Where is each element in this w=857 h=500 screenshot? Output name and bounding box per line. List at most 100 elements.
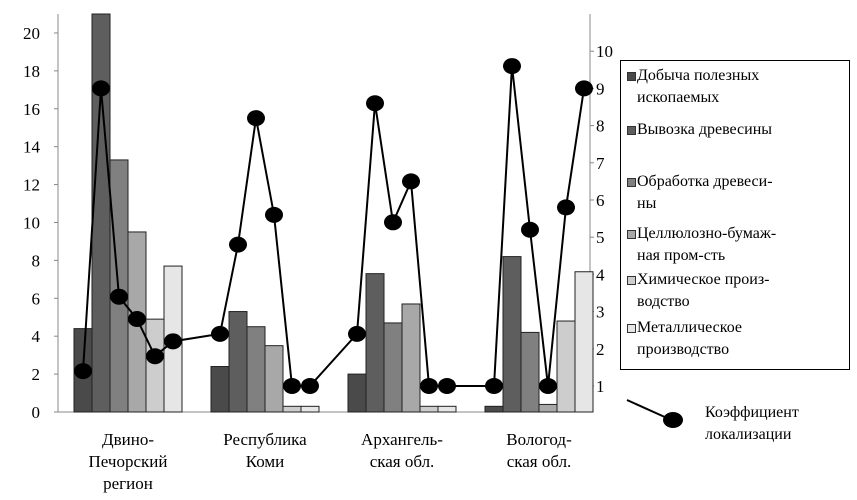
legend-item-pulp-paper: Целлюлозно-бумаж- ная пром-сть xyxy=(627,223,849,267)
bar xyxy=(264,345,284,413)
coefficient-point xyxy=(283,377,301,394)
legend-label-chemical-line1: Химическое произ- xyxy=(637,271,770,288)
x-tick-label: ская обл. xyxy=(507,452,572,471)
y-tick-left-label: 6 xyxy=(32,289,41,308)
y-tick-left-label: 12 xyxy=(23,176,40,195)
y-tick-right-label: 2 xyxy=(596,340,605,359)
legend-label-pulp-paper-line1: Целлюлозно-бумаж- xyxy=(637,225,777,242)
bar xyxy=(246,326,266,413)
y-tick-left-label: 0 xyxy=(32,403,41,422)
legend-item-wood-processing: Обработка древеси- ны xyxy=(627,171,849,215)
legend-label-pulp-paper-line2: ная пром-сть xyxy=(637,247,726,264)
y-tick-right-label: 5 xyxy=(596,228,605,247)
y-tick-left-label: 18 xyxy=(23,62,40,81)
legend-label-wood-processing-line1: Обработка древеси- xyxy=(637,173,773,190)
coefficient-point xyxy=(384,214,402,231)
bar xyxy=(282,405,302,413)
y-tick-left-label: 20 xyxy=(23,24,40,43)
x-tick-label: Архангель- xyxy=(361,430,443,449)
bar xyxy=(437,405,457,413)
y-tick-right-label: 7 xyxy=(596,154,605,173)
coefficient-point xyxy=(146,348,164,365)
legend-swatch-wood-processing xyxy=(627,178,636,187)
bar xyxy=(145,318,165,413)
x-tick-label: Республика xyxy=(223,430,307,449)
coefficient-point xyxy=(348,325,366,342)
x-tick-label: Двино- xyxy=(102,430,154,449)
legend-label-chemical-line2: водство xyxy=(637,293,690,310)
y-tick-left-label: 2 xyxy=(32,365,41,384)
bar xyxy=(484,405,504,413)
x-tick-label: Печорский xyxy=(89,452,168,471)
line-legend: Коэффициент локализации xyxy=(625,398,855,458)
bar xyxy=(228,311,248,413)
coefficient-point xyxy=(557,199,575,216)
line-legend-dot xyxy=(663,412,683,428)
coefficient-point xyxy=(521,221,539,238)
y-tick-left-label: 14 xyxy=(23,138,41,157)
y-tick-left-label: 4 xyxy=(32,327,41,346)
y-tick-right-label: 9 xyxy=(596,79,605,98)
coefficient-point xyxy=(402,173,420,190)
y-tick-left-label: 8 xyxy=(32,251,41,270)
legend-label-metal-line1: Металлическое xyxy=(637,319,742,336)
legend-swatch-pulp-paper xyxy=(627,230,636,239)
coefficient-point xyxy=(575,80,593,97)
coefficient-point xyxy=(503,58,521,75)
bar xyxy=(365,273,385,413)
legend-label-mining-line2: ископаемых xyxy=(637,89,720,106)
line-legend-label-line2: локализации xyxy=(705,426,792,443)
coefficient-point xyxy=(420,377,438,394)
coefficient-point xyxy=(211,325,229,342)
legend-item-timber-removal: Вывозка древесины xyxy=(627,119,849,141)
bar xyxy=(538,403,558,413)
coefficient-point xyxy=(539,377,557,394)
bar xyxy=(574,271,594,413)
coefficient-point xyxy=(92,80,110,97)
coefficient-point xyxy=(366,95,384,112)
legend-swatch-timber-removal xyxy=(627,126,636,135)
line-legend-label: Коэффициент локализации xyxy=(705,402,855,446)
bar xyxy=(300,405,320,413)
coefficient-point xyxy=(74,363,92,380)
bar xyxy=(419,405,439,413)
y-tick-right-label: 10 xyxy=(596,42,613,61)
coefficient-point xyxy=(265,206,283,223)
x-tick-label: ская обл. xyxy=(370,452,435,471)
coefficient-point xyxy=(128,311,146,328)
legend-label-wood-processing-line2: ны xyxy=(637,195,657,212)
coefficient-point xyxy=(164,333,182,350)
line-legend-label-line1: Коэффициент xyxy=(705,404,799,421)
x-tick-label: регион xyxy=(103,474,153,493)
y-tick-right-label: 4 xyxy=(596,265,605,284)
bar xyxy=(210,366,230,413)
legend-item-chemical: Химическое произ- водство xyxy=(627,269,849,313)
coefficient-point xyxy=(438,377,456,394)
y-tick-right-label: 6 xyxy=(596,191,605,210)
legend-item-metal: Металлическое производство xyxy=(627,317,849,361)
bar xyxy=(556,320,576,413)
legend-swatch-metal xyxy=(627,324,636,333)
x-tick-label: Вологод- xyxy=(506,430,572,449)
y-tick-left-label: 10 xyxy=(23,213,40,232)
bar xyxy=(347,373,367,413)
coefficient-point xyxy=(301,377,319,394)
bar xyxy=(401,303,421,413)
bar xyxy=(91,13,111,413)
legend-item-mining: Добыча полезных ископаемых xyxy=(627,65,849,109)
coefficient-point xyxy=(485,377,503,394)
legend-label-metal-line2: производство xyxy=(637,341,730,358)
coefficient-point xyxy=(110,288,128,305)
legend-swatch-chemical xyxy=(627,276,636,285)
line-legend-marker xyxy=(626,399,683,428)
bar xyxy=(502,256,522,413)
legend: Добыча полезных ископаемых Вывозка древе… xyxy=(620,60,850,370)
legend-label-timber-removal: Вывозка древесины xyxy=(637,121,772,138)
y-tick-left-label: 16 xyxy=(23,100,40,119)
coefficient-point xyxy=(247,110,265,127)
y-tick-right-label: 8 xyxy=(596,117,605,136)
legend-swatch-mining xyxy=(627,72,636,81)
y-tick-right-label: 3 xyxy=(596,303,605,322)
